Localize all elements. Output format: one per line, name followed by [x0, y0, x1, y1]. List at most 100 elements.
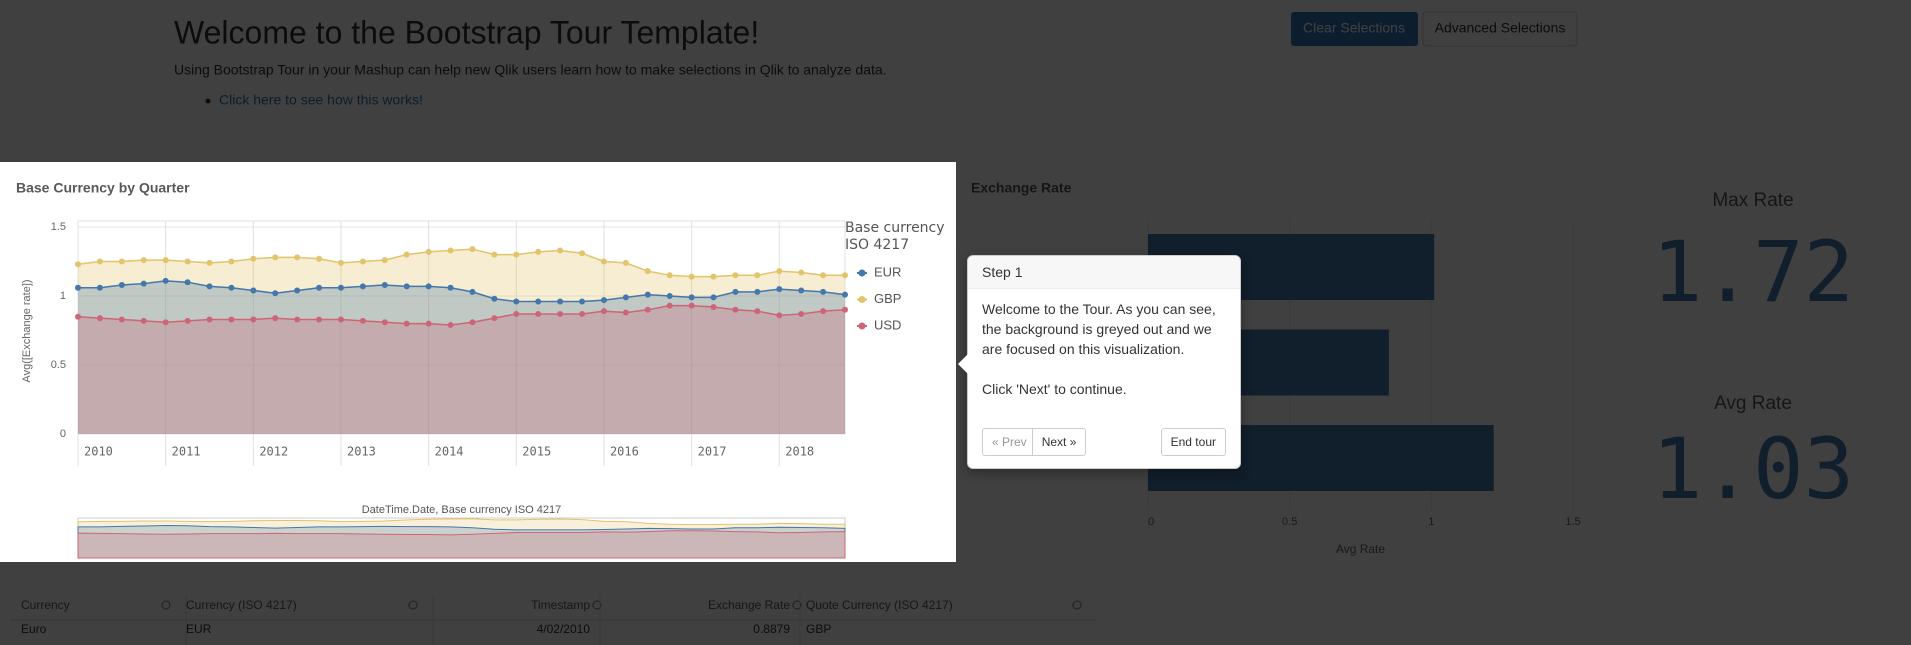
data-point	[75, 261, 81, 268]
x-tick-label: 2016	[610, 445, 639, 459]
series-line	[77, 248, 845, 278]
x-tick-label: 2012	[259, 445, 288, 459]
data-point	[359, 258, 366, 265]
y-tick-label: 1.5	[51, 221, 66, 233]
data-point	[184, 258, 191, 265]
data-point	[403, 251, 410, 258]
data-point	[206, 283, 213, 290]
data-point	[96, 258, 103, 265]
data-point	[447, 284, 454, 291]
legend-title: Base currency ISO 4217	[845, 220, 945, 253]
data-point	[666, 293, 673, 299]
data-point	[754, 288, 761, 295]
data-point	[96, 315, 103, 322]
y-tick-label: 0.5	[51, 359, 66, 371]
data-point	[710, 304, 717, 311]
data-point	[469, 319, 476, 326]
data-point	[118, 281, 125, 288]
data-point	[776, 286, 783, 293]
data-point	[316, 284, 323, 291]
x-tick-label: 2011	[172, 445, 201, 459]
prev-button[interactable]: « Prev	[982, 428, 1037, 456]
data-point	[140, 280, 147, 287]
data-point	[820, 308, 827, 315]
data-point	[425, 248, 432, 255]
data-point	[491, 251, 498, 258]
data-point	[206, 316, 213, 323]
data-point	[184, 317, 191, 324]
data-point	[644, 291, 651, 298]
data-point	[776, 312, 783, 319]
data-point	[447, 247, 454, 254]
legend-marker	[858, 296, 866, 303]
data-point	[140, 257, 147, 264]
data-point	[798, 269, 805, 276]
data-point	[732, 306, 739, 313]
panel-background	[0, 162, 956, 562]
data-point	[162, 319, 169, 326]
data-point	[250, 287, 257, 294]
data-point	[732, 272, 739, 279]
data-point	[96, 284, 103, 291]
data-point	[622, 309, 629, 316]
popover-title: Step 1	[968, 256, 1240, 289]
data-point	[622, 294, 629, 301]
data-point	[644, 268, 651, 275]
data-point	[600, 258, 607, 265]
data-point	[535, 248, 542, 255]
data-point	[316, 255, 323, 262]
tour-popover: Step 1 Welcome to the Tour. As you can s…	[958, 255, 1241, 469]
data-point	[337, 316, 344, 323]
data-point	[842, 306, 848, 313]
data-point	[162, 257, 169, 264]
legend-label: EUR	[874, 264, 901, 279]
series-line	[78, 280, 846, 303]
data-point	[491, 315, 498, 322]
legend-label: USD	[874, 317, 901, 332]
popover-arrow	[958, 354, 968, 374]
data-point	[600, 308, 607, 315]
data-point	[798, 287, 805, 294]
data-point	[381, 257, 388, 264]
data-point	[294, 254, 301, 261]
data-point	[381, 281, 388, 288]
series-line	[77, 304, 846, 326]
series-area	[78, 305, 845, 434]
data-point	[250, 316, 257, 323]
legend-marker	[858, 322, 866, 330]
data-point	[513, 310, 520, 317]
popover-hint: Click 'Next' to continue.	[982, 381, 1127, 397]
data-point	[579, 310, 586, 317]
data-point	[776, 268, 783, 275]
data-point	[228, 316, 235, 323]
data-point	[710, 294, 717, 301]
highlighted-panel: Base Currency by Quarter 0 0.5 1 1.5 Avg([Exc…	[0, 162, 956, 562]
data-point	[447, 321, 454, 328]
data-point	[425, 283, 432, 290]
y-tick-label: 1	[60, 290, 66, 302]
legend-marker	[858, 269, 866, 277]
end-tour-button[interactable]: End tour	[1160, 428, 1226, 456]
y-tick-label: 0	[60, 428, 66, 440]
data-point	[118, 258, 125, 265]
data-point	[359, 317, 366, 324]
data-point	[644, 306, 651, 313]
data-point	[579, 250, 586, 257]
data-point	[688, 294, 695, 301]
data-point	[272, 315, 279, 322]
data-point	[710, 273, 717, 280]
data-point	[294, 316, 301, 323]
data-point	[228, 284, 235, 291]
data-point	[666, 272, 673, 279]
data-point	[381, 319, 388, 326]
data-point	[513, 251, 520, 258]
next-button[interactable]: Next »	[1031, 428, 1087, 456]
data-point	[75, 313, 81, 320]
data-point	[754, 308, 761, 315]
popover-body: Welcome to the Tour. As you can see, the…	[968, 289, 1240, 409]
data-point	[359, 283, 366, 290]
data-point	[250, 255, 257, 262]
data-point	[206, 259, 213, 266]
